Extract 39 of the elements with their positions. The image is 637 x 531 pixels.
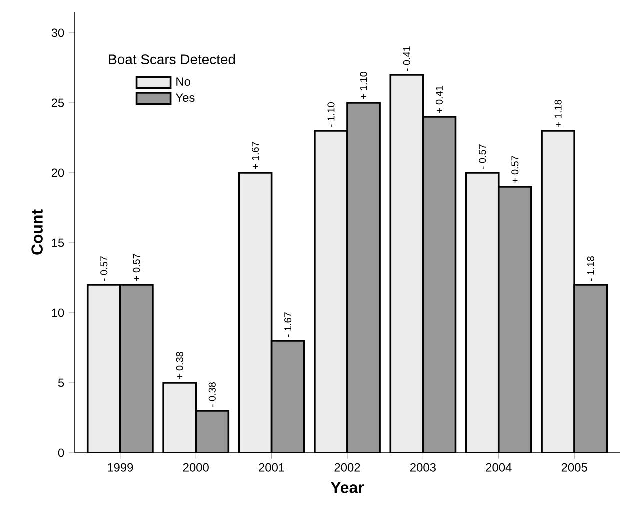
annotation: - 0.57: [100, 256, 108, 282]
annotation: - 1.67: [284, 312, 292, 338]
annotation: + 0.57: [512, 156, 519, 184]
x-tick-label: 2004: [486, 463, 512, 472]
annotation: - 1.18: [587, 256, 594, 282]
y-tick-label: 20: [52, 168, 64, 178]
bar: [120, 284, 154, 453]
legend-title: Boat Scars Detected: [109, 54, 236, 65]
x-tick-label: 2003: [410, 463, 436, 472]
annotation: - 0.38: [208, 382, 216, 408]
annotation: + 1.18: [554, 100, 562, 128]
legend-label: Yes: [176, 94, 195, 102]
y-axis-title: Count: [32, 210, 43, 255]
annotation: - 0.41: [403, 46, 410, 72]
x-tick-label: 2005: [562, 463, 588, 472]
y-tick-label: 5: [58, 378, 64, 388]
bar: [574, 284, 608, 453]
annotation: + 0.57: [133, 254, 140, 282]
x-tick-label: 2001: [259, 463, 285, 472]
legend-label: No: [176, 78, 190, 86]
x-tick-label: 1999: [108, 463, 134, 472]
y-tick-label: 30: [52, 28, 64, 38]
y-tick-label: 0: [58, 448, 64, 458]
annotation: - 0.57: [479, 144, 486, 170]
x-axis-title: Year: [330, 482, 364, 494]
y-tick-label: 15: [52, 238, 64, 248]
annotation: + 0.38: [176, 352, 184, 380]
annotation: + 0.41: [436, 86, 443, 114]
y-tick-label: 25: [52, 98, 64, 108]
bar: [422, 116, 457, 453]
x-tick-label: 2002: [334, 463, 360, 472]
annotation: + 1.10: [360, 72, 368, 100]
bar: [498, 186, 532, 453]
bar: [195, 410, 230, 453]
y-tick-label: 10: [52, 308, 64, 318]
annotation: - 1.10: [328, 102, 335, 128]
x-tick-label: 2000: [183, 463, 209, 472]
annotation: + 1.67: [252, 142, 260, 170]
bar: [346, 102, 381, 453]
